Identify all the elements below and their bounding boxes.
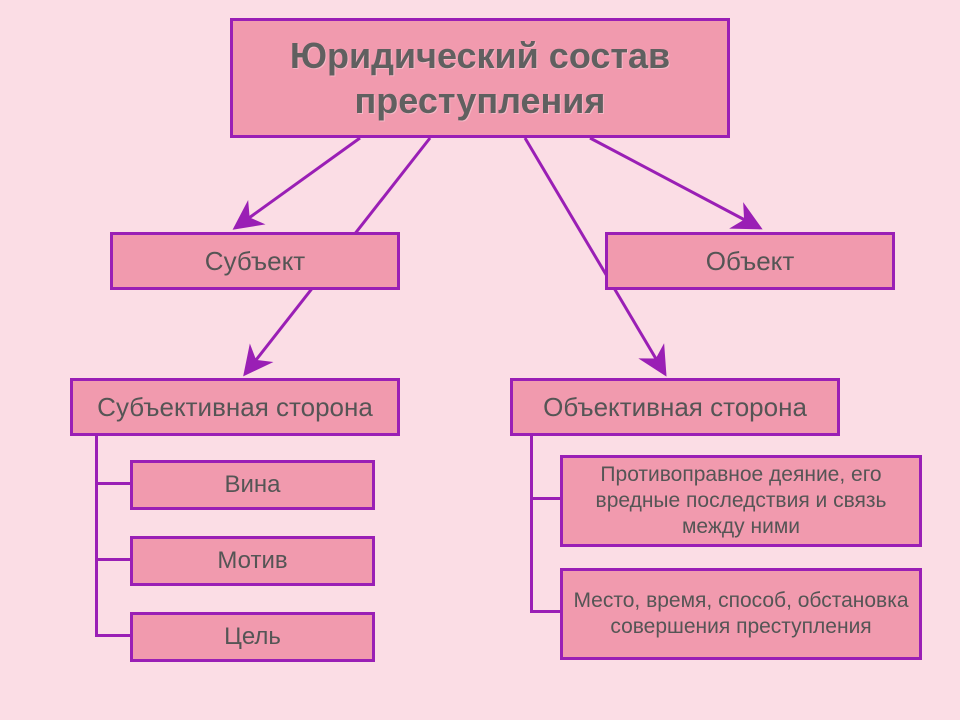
- title-text: Юридический состав преступления: [253, 33, 707, 123]
- node-objective-label: Объективная сторона: [543, 391, 807, 424]
- node-motiv-label: Мотив: [217, 546, 287, 576]
- node-vina: Вина: [130, 460, 375, 510]
- node-subject-label: Субъект: [205, 245, 305, 278]
- node-deyanie-label: Противоправное деяние, его вредные после…: [573, 462, 909, 541]
- node-motiv: Мотив: [130, 536, 375, 586]
- bracket-right-2: [530, 436, 560, 613]
- node-subjective-side: Субъективная сторона: [70, 378, 400, 436]
- node-subject: Субъект: [110, 232, 400, 290]
- node-deyanie: Противоправное деяние, его вредные после…: [560, 455, 922, 547]
- node-vina-label: Вина: [224, 470, 280, 500]
- node-mesto: Место, время, способ, обстановка соверше…: [560, 568, 922, 660]
- node-tsel-label: Цель: [224, 622, 281, 652]
- title-box: Юридический состав преступления: [230, 18, 730, 138]
- node-mesto-label: Место, время, способ, обстановка соверше…: [573, 588, 909, 641]
- node-object: Объект: [605, 232, 895, 290]
- bracket-left-3: [95, 436, 130, 637]
- node-tsel: Цель: [130, 612, 375, 662]
- node-objective-side: Объективная сторона: [510, 378, 840, 436]
- node-object-label: Объект: [706, 245, 795, 278]
- node-subjective-label: Субъективная сторона: [97, 391, 373, 424]
